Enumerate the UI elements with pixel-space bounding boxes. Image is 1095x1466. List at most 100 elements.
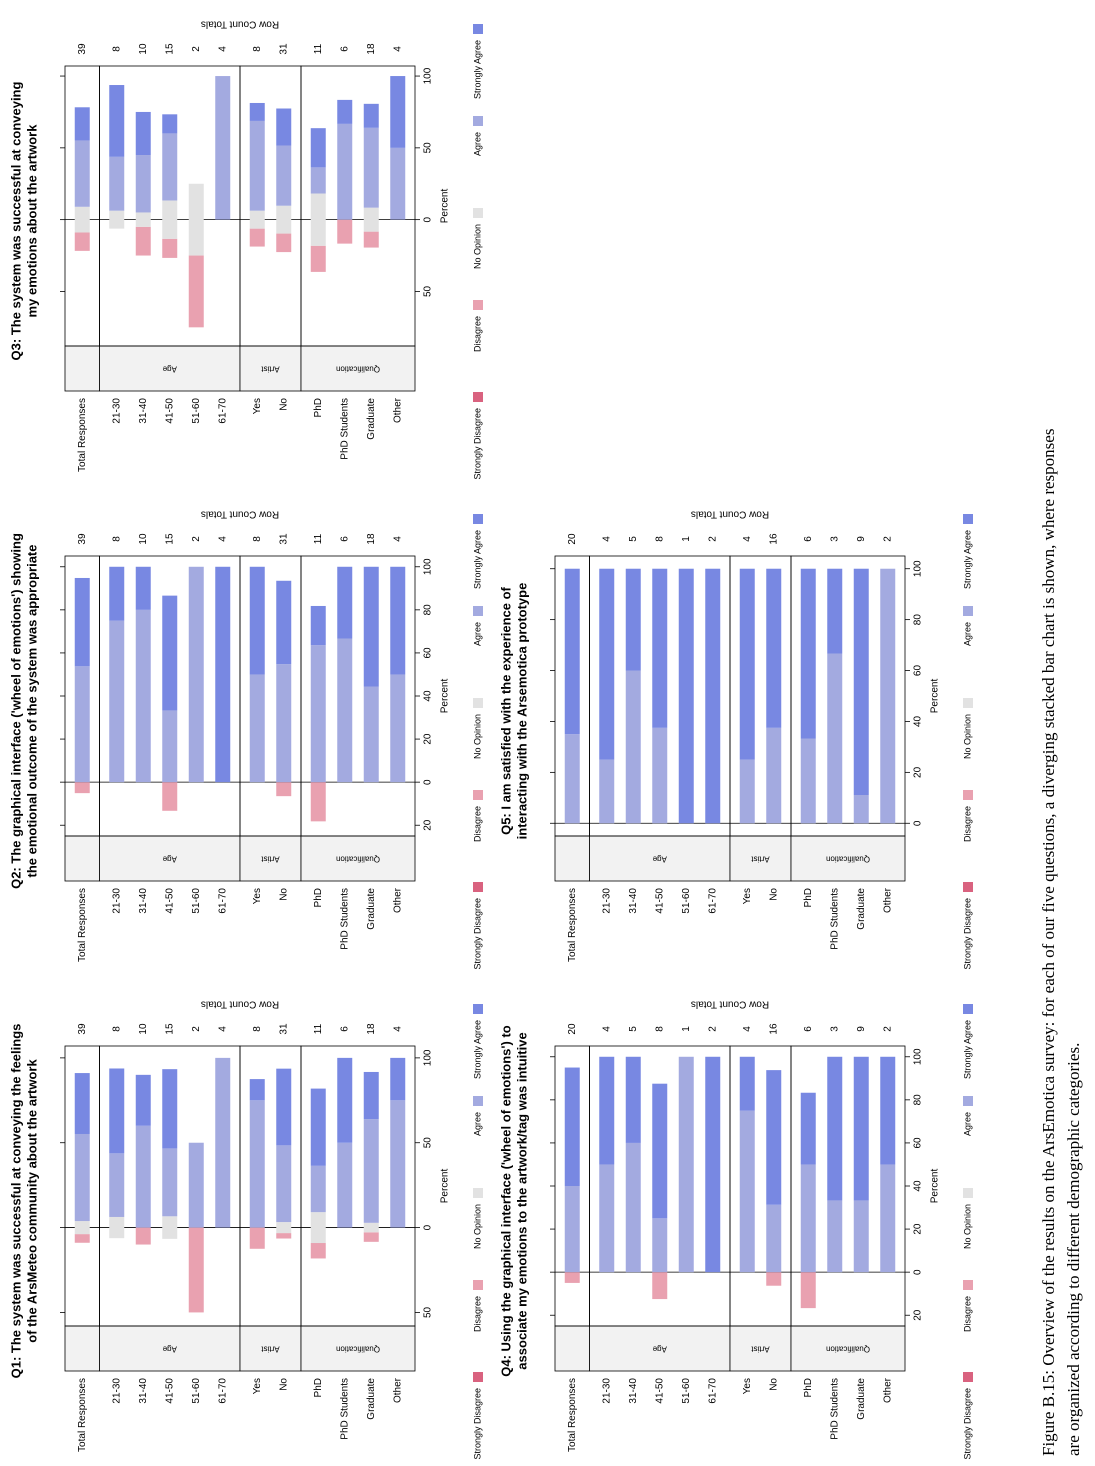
bar-segment	[135, 1074, 151, 1126]
bar-segment	[162, 1216, 178, 1239]
bar-segment	[215, 566, 231, 783]
x-tick-label: 0	[423, 1224, 434, 1230]
bar-segment	[310, 605, 326, 646]
bar-segment	[880, 1164, 896, 1273]
row-count: 2	[191, 1026, 202, 1032]
legend-label: Agree	[962, 622, 972, 646]
row-count: 10	[138, 533, 149, 545]
bar-segment	[135, 226, 151, 256]
panel-frame	[729, 1045, 792, 1327]
legend-swatch	[963, 882, 973, 892]
chart: Q1: The system was successful at conveyi…	[8, 998, 483, 1460]
bar-segment	[625, 1056, 641, 1143]
x-tick-label: 0	[913, 820, 924, 826]
bar-segment	[109, 566, 125, 621]
legend-swatch	[473, 24, 483, 34]
strip-label: Qualification	[336, 364, 380, 373]
bar-segment	[337, 638, 353, 783]
category-label: Total Responses	[567, 888, 578, 962]
bar-segment	[276, 1233, 292, 1239]
bar-segment	[880, 1056, 896, 1165]
bar-segment	[739, 1056, 755, 1111]
bar-segment	[310, 1212, 326, 1244]
bar-segment	[276, 108, 292, 146]
row-count: 8	[252, 1026, 263, 1032]
category-label: Graduate	[366, 888, 377, 930]
bar-segment	[215, 76, 231, 220]
x-tick-label: 50	[423, 1137, 434, 1149]
bar-segment	[390, 674, 406, 783]
x-tick-label: 50	[423, 285, 434, 297]
bar-segment	[390, 76, 406, 148]
legend-label: Strongly Disagree	[472, 1388, 482, 1460]
strip	[554, 1325, 590, 1372]
strip-label: Age	[162, 364, 177, 373]
legend-swatch	[963, 1188, 973, 1198]
bar-segment	[800, 1164, 816, 1273]
panel-frame	[239, 65, 302, 347]
panel-frame	[300, 65, 416, 347]
row-count: 15	[164, 533, 175, 545]
row-count: 2	[882, 1026, 893, 1032]
category-label: 51-60	[191, 398, 202, 424]
category-label: 61-70	[217, 398, 228, 424]
category-label: 61-70	[217, 888, 228, 914]
category-label: 51-60	[191, 1378, 202, 1404]
legend-label: Agree	[472, 132, 482, 156]
bar-segment	[249, 120, 265, 211]
strip-label: Age	[162, 1344, 177, 1353]
chart-title: Q2: The graphical interface ('wheel of e…	[8, 533, 23, 889]
bar-segment	[766, 568, 782, 728]
category-label: 51-60	[191, 888, 202, 914]
category-label: 41-50	[654, 888, 665, 914]
bar-segment	[363, 1232, 379, 1242]
row-count: 18	[366, 533, 377, 545]
bar-segment	[276, 1068, 292, 1146]
chart-title: Q5: I am satisfied with the experience o…	[498, 586, 513, 834]
x-tick-label: 100	[423, 1049, 434, 1066]
legend-swatch	[473, 116, 483, 126]
caption-line: Figure B.15: Overview of the results on …	[1039, 429, 1058, 1456]
bar-segment	[766, 1204, 782, 1273]
bar-segment	[739, 568, 755, 760]
bar-segment	[310, 245, 326, 272]
legend-label: Agree	[472, 622, 482, 646]
row-count: 8	[252, 536, 263, 542]
category-label: PhD	[803, 1378, 814, 1397]
bar-segment	[135, 212, 151, 227]
bar-segment	[276, 233, 292, 253]
bar-segment	[739, 1110, 755, 1273]
bar-segment	[853, 1200, 869, 1273]
bar-segment	[310, 1165, 326, 1213]
bar-segment	[564, 568, 580, 735]
bar-segment	[766, 1070, 782, 1205]
bar-segment	[249, 102, 265, 121]
bar-segment	[564, 1272, 580, 1283]
x-tick-label: 20	[423, 733, 434, 745]
x-tick-label: 40	[913, 715, 924, 727]
category-label: 61-70	[707, 888, 718, 914]
row-count: 2	[707, 536, 718, 542]
chart-title: the emotional outcome of the system was …	[24, 544, 39, 877]
row-count: 11	[313, 1023, 324, 1034]
row-count-label: Row Count Totals	[201, 18, 279, 29]
row-count: 20	[567, 1023, 578, 1035]
legend-label: Strongly Agree	[472, 1020, 482, 1079]
row-count: 6	[339, 536, 350, 542]
bar-segment	[363, 127, 379, 208]
row-count: 4	[392, 536, 403, 542]
legend-label: Strongly Disagree	[962, 898, 972, 970]
bar-segment	[766, 727, 782, 824]
legend-swatch	[963, 698, 973, 708]
bar-segment	[363, 566, 379, 687]
row-count: 6	[803, 1026, 814, 1032]
category-label: Other	[392, 887, 403, 913]
bar-segment	[310, 645, 326, 783]
bar-segment	[162, 595, 178, 711]
bar-segment	[109, 1068, 125, 1154]
x-tick-label: 20	[423, 819, 434, 831]
category-label: Yes	[252, 1378, 263, 1394]
bar-segment	[705, 1056, 721, 1273]
x-tick-label: 40	[423, 690, 434, 702]
legend-label: Agree	[962, 1112, 972, 1136]
